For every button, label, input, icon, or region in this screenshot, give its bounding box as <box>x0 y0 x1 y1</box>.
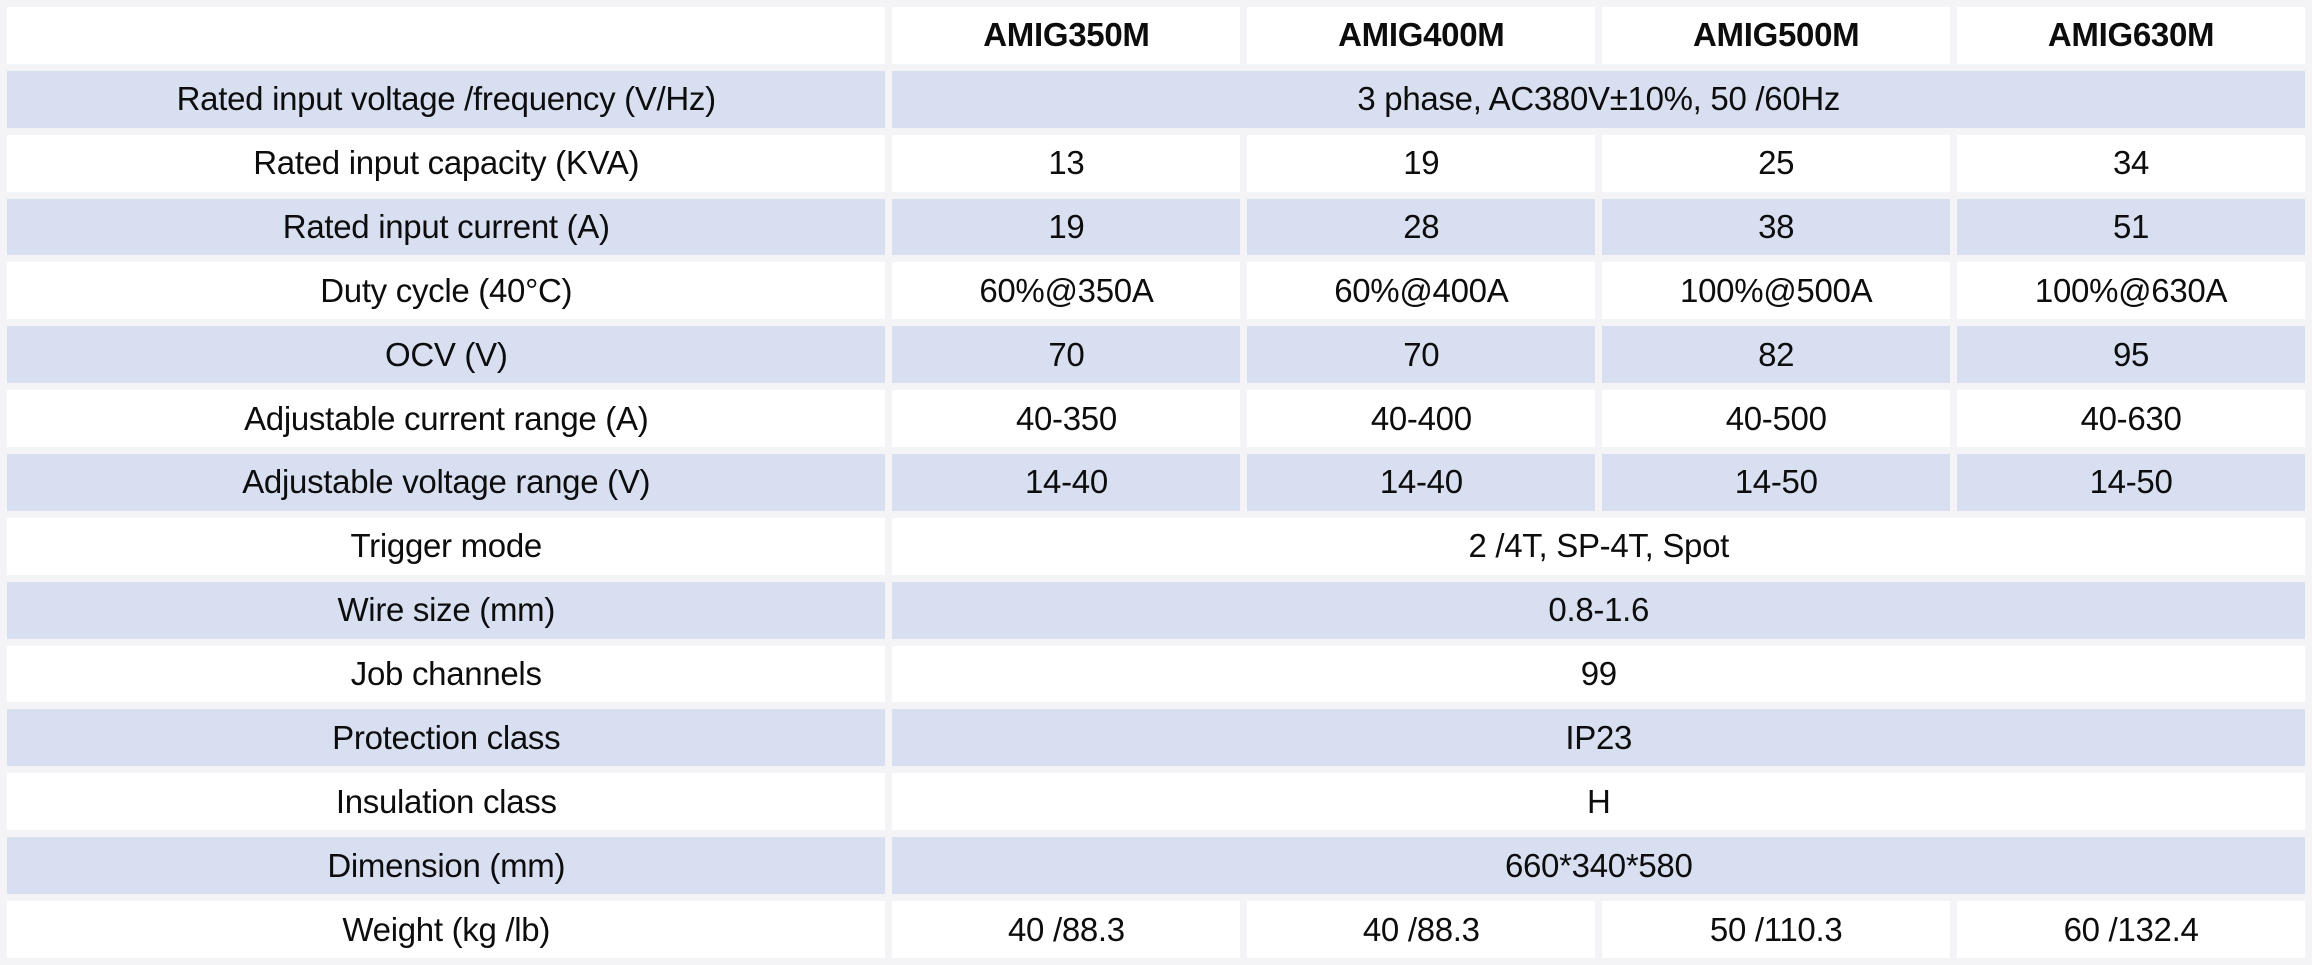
column-header-amig500m: AMIG500M <box>1602 7 1951 64</box>
row-label: Duty cycle (40°C) <box>7 262 886 320</box>
merged-value: 0.8-1.6 <box>892 581 2305 639</box>
table-row-adjustable-current-range: Adjustable current range (A) 40-350 40-4… <box>7 390 2305 448</box>
cell-value: 100%@500A <box>1602 262 1951 320</box>
table-row-rated-input-capacity: Rated input capacity (KVA) 13 19 25 34 <box>7 134 2305 192</box>
column-header-amig630m: AMIG630M <box>1957 7 2305 64</box>
cell-value: 14-40 <box>892 454 1241 511</box>
column-header-amig400m: AMIG400M <box>1247 7 1596 64</box>
merged-value: 660*340*580 <box>892 837 2305 895</box>
table-row-rated-input-voltage: Rated input voltage /frequency (V/Hz) 3 … <box>7 70 2305 128</box>
cell-value: 100%@630A <box>1957 262 2305 320</box>
cell-value: 40 /88.3 <box>1247 901 1596 958</box>
table-row-ocv: OCV (V) 70 70 82 95 <box>7 326 2305 384</box>
cell-value: 60 /132.4 <box>1957 901 2305 958</box>
table-row-trigger-mode: Trigger mode 2 /4T, SP-4T, Spot <box>7 517 2305 575</box>
cell-value: 34 <box>1957 134 2305 192</box>
cell-value: 70 <box>1247 326 1596 384</box>
row-label: Weight (kg /lb) <box>7 901 886 958</box>
cell-value: 40-350 <box>892 390 1241 448</box>
row-label: Rated input voltage /frequency (V/Hz) <box>7 70 886 128</box>
column-header-amig350m: AMIG350M <box>892 7 1241 64</box>
cell-value: 40 /88.3 <box>892 901 1241 958</box>
row-label: Rated input capacity (KVA) <box>7 134 886 192</box>
table-row-duty-cycle: Duty cycle (40°C) 60%@350A 60%@400A 100%… <box>7 262 2305 320</box>
cell-value: 14-40 <box>1247 454 1596 511</box>
merged-value: 99 <box>892 645 2305 703</box>
row-label: Adjustable voltage range (V) <box>7 454 886 511</box>
row-label: Dimension (mm) <box>7 837 886 895</box>
cell-value: 95 <box>1957 326 2305 384</box>
cell-value: 60%@350A <box>892 262 1241 320</box>
cell-value: 13 <box>892 134 1241 192</box>
cell-value: 14-50 <box>1602 454 1951 511</box>
merged-value: H <box>892 773 2305 831</box>
row-label: Rated input current (A) <box>7 198 886 256</box>
corner-cell <box>7 7 886 64</box>
cell-value: 70 <box>892 326 1241 384</box>
cell-value: 40-630 <box>1957 390 2305 448</box>
row-label: Wire size (mm) <box>7 581 886 639</box>
merged-value: IP23 <box>892 709 2305 767</box>
table-row-dimension: Dimension (mm) 660*340*580 <box>7 837 2305 895</box>
row-label: Adjustable current range (A) <box>7 390 886 448</box>
merged-value: 2 /4T, SP-4T, Spot <box>892 517 2305 575</box>
table-row-job-channels: Job channels 99 <box>7 645 2305 703</box>
table-row-insulation-class: Insulation class H <box>7 773 2305 831</box>
header-row: AMIG350M AMIG400M AMIG500M AMIG630M <box>7 7 2305 64</box>
table-row-weight: Weight (kg /lb) 40 /88.3 40 /88.3 50 /11… <box>7 901 2305 958</box>
cell-value: 14-50 <box>1957 454 2305 511</box>
table-row-wire-size: Wire size (mm) 0.8-1.6 <box>7 581 2305 639</box>
merged-value: 3 phase, AC380V±10%, 50 /60Hz <box>892 70 2305 128</box>
table-row-protection-class: Protection class IP23 <box>7 709 2305 767</box>
cell-value: 25 <box>1602 134 1951 192</box>
row-label: Insulation class <box>7 773 886 831</box>
cell-value: 40-400 <box>1247 390 1596 448</box>
cell-value: 60%@400A <box>1247 262 1596 320</box>
table-row-adjustable-voltage-range: Adjustable voltage range (V) 14-40 14-40… <box>7 454 2305 511</box>
row-label: Job channels <box>7 645 886 703</box>
cell-value: 38 <box>1602 198 1951 256</box>
cell-value: 51 <box>1957 198 2305 256</box>
row-label: Trigger mode <box>7 517 886 575</box>
cell-value: 19 <box>892 198 1241 256</box>
cell-value: 50 /110.3 <box>1602 901 1951 958</box>
row-label: Protection class <box>7 709 886 767</box>
cell-value: 82 <box>1602 326 1951 384</box>
table-row-rated-input-current: Rated input current (A) 19 28 38 51 <box>7 198 2305 256</box>
row-label: OCV (V) <box>7 326 886 384</box>
cell-value: 19 <box>1247 134 1596 192</box>
cell-value: 28 <box>1247 198 1596 256</box>
cell-value: 40-500 <box>1602 390 1951 448</box>
